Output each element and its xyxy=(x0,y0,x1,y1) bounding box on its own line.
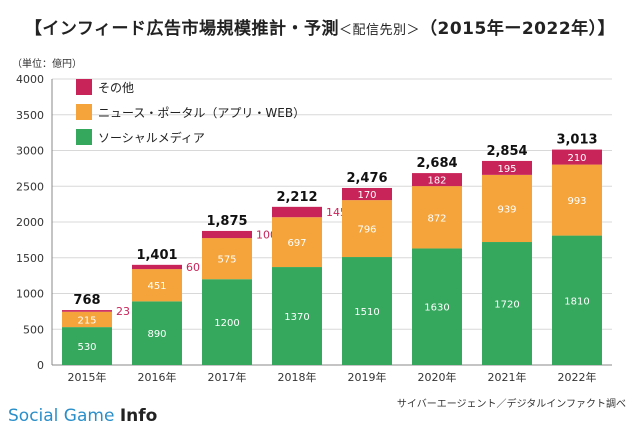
y-tick-label: 1500 xyxy=(16,252,44,265)
data-label: 1630 xyxy=(424,303,449,314)
y-tick-label: 3500 xyxy=(16,109,44,122)
title-subtitle: ＜配信先別＞ xyxy=(339,23,421,38)
bar-segment xyxy=(62,311,112,328)
legend-label: その他 xyxy=(98,81,134,95)
bar-segment xyxy=(132,301,182,365)
bar-segment xyxy=(412,248,462,365)
total-label: 1,875 xyxy=(206,214,247,229)
total-label: 2,212 xyxy=(276,190,317,205)
title-main: 【インフィード広告市場規模推計・予測 xyxy=(24,19,339,39)
x-tick-label: 2022年 xyxy=(558,370,597,384)
source-note: サイバーエージェント／デジタルインファクト調べ xyxy=(396,399,626,410)
bar-segment xyxy=(412,173,462,187)
bar-segment xyxy=(342,187,392,201)
bar-segment xyxy=(202,230,252,239)
data-label: 1370 xyxy=(284,312,309,323)
data-label: 530 xyxy=(77,342,96,353)
data-label: 451 xyxy=(147,281,166,292)
bar-segment xyxy=(272,217,322,268)
y-tick-label: 500 xyxy=(23,323,44,336)
data-label: 215 xyxy=(77,315,96,326)
data-label: 796 xyxy=(357,225,376,236)
total-label: 2,854 xyxy=(486,144,527,159)
data-label: 195 xyxy=(497,164,516,175)
total-label: 768 xyxy=(73,293,100,308)
total-label: 2,684 xyxy=(416,156,457,171)
x-tick-label: 2019年 xyxy=(348,370,387,384)
data-label: 993 xyxy=(567,196,586,207)
y-tick-label: 3000 xyxy=(16,145,44,158)
bar-segment xyxy=(552,164,602,236)
data-label: 872 xyxy=(427,213,446,224)
bar-segment xyxy=(62,327,112,365)
data-label: 145 xyxy=(326,206,347,219)
data-label: 575 xyxy=(217,255,236,266)
logo-text: Social Game xyxy=(8,406,120,426)
title-years: （2015年ー2022年）】 xyxy=(420,19,616,39)
legend-swatch xyxy=(76,104,92,120)
bar-segment xyxy=(342,257,392,365)
total-label: 1,401 xyxy=(136,248,177,263)
y-tick-label: 0 xyxy=(37,359,44,372)
bar-segment xyxy=(132,264,182,270)
data-label: 60 xyxy=(186,261,200,274)
y-tick-label: 2000 xyxy=(16,216,44,229)
data-label: 210 xyxy=(567,153,586,164)
data-label: 1200 xyxy=(214,318,239,329)
bar-segment xyxy=(552,149,602,165)
chart-title: 【インフィード広告市場規模推計・予測＜配信先別＞（2015年ー2022年）】 xyxy=(0,14,640,39)
legend-label: ニュース・ポータル（アプリ・WEB） xyxy=(98,106,305,120)
bar-segment xyxy=(482,174,532,243)
data-label: 697 xyxy=(287,238,306,249)
x-tick-label: 2016年 xyxy=(138,370,177,384)
x-tick-label: 2017年 xyxy=(208,370,247,384)
bar-segment xyxy=(412,186,462,249)
y-tick-label: 1000 xyxy=(16,288,44,301)
data-label: 100 xyxy=(256,229,277,242)
y-tick-label: 4000 xyxy=(16,73,44,86)
legend-label: ソーシャルメディア xyxy=(98,130,205,145)
unit-label: （単位：億円） xyxy=(12,59,82,70)
data-label: 1510 xyxy=(354,307,379,318)
bar-segment xyxy=(272,206,322,218)
data-label: 890 xyxy=(147,329,166,340)
data-label: 1720 xyxy=(494,300,519,311)
logo-text-bold: Info xyxy=(119,406,158,426)
data-label: 939 xyxy=(497,204,516,215)
bar-segment xyxy=(132,269,182,302)
x-tick-label: 2021年 xyxy=(488,370,527,384)
bar-segment xyxy=(272,267,322,365)
data-label: 1810 xyxy=(564,296,589,307)
bar-segment xyxy=(202,238,252,280)
bar-segment xyxy=(342,200,392,258)
legend-swatch xyxy=(76,129,92,145)
bar-segment xyxy=(482,242,532,365)
x-tick-label: 2015年 xyxy=(68,370,107,384)
site-logo: Social Game Info xyxy=(8,406,157,426)
x-tick-label: 2020年 xyxy=(418,370,457,384)
bar-segment xyxy=(552,235,602,365)
bar-segment xyxy=(482,160,532,175)
x-tick-label: 2018年 xyxy=(278,370,317,384)
data-label: 182 xyxy=(427,176,446,187)
bar-segment xyxy=(62,310,112,312)
y-tick-label: 2500 xyxy=(16,180,44,193)
data-label: 170 xyxy=(357,190,376,201)
total-label: 3,013 xyxy=(556,133,597,148)
legend-swatch xyxy=(76,79,92,95)
data-label: 23 xyxy=(116,305,130,318)
total-label: 2,476 xyxy=(346,171,387,186)
bar-segment xyxy=(202,279,252,365)
